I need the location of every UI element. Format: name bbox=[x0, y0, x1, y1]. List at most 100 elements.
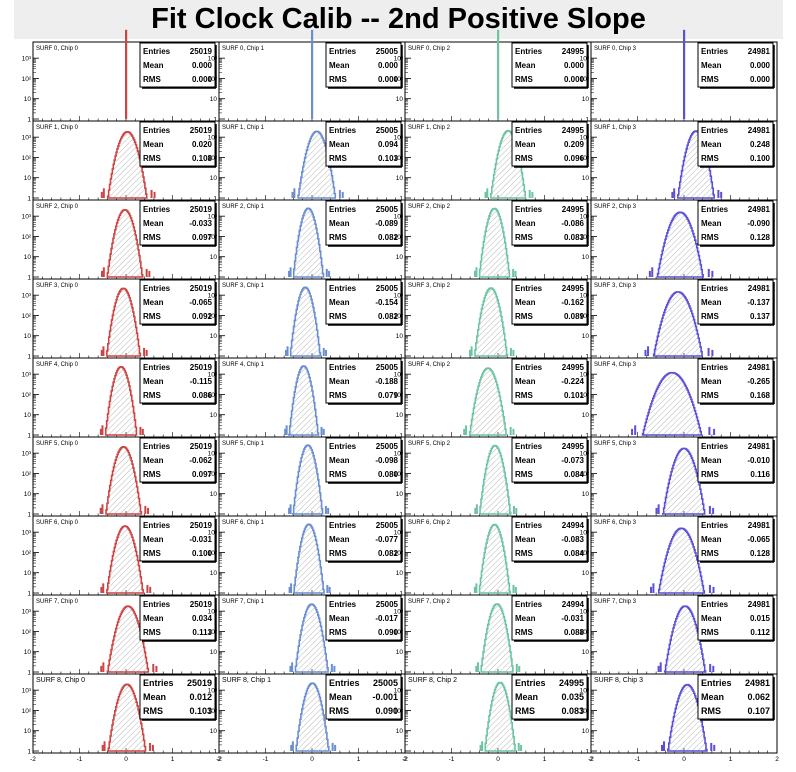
stats-box bbox=[325, 121, 402, 167]
panel-6-3: 1 10 10² 10³ SURF 6, Chip 3 Entries 24981 Mean -… bbox=[580, 515, 778, 598]
panel-label: SURF 4, Chip 3 bbox=[594, 362, 637, 368]
x-tick-label: 0 bbox=[682, 756, 686, 763]
stats-value: 0.113 bbox=[192, 628, 212, 637]
stats-value: 25019 bbox=[190, 521, 213, 530]
panel-8-2: 1 10 10² 10³ SURF 8, Chip 2 Entries 24995 Mean 0… bbox=[394, 673, 592, 756]
y-tick-label: 10 bbox=[210, 254, 218, 261]
stats-label: RMS bbox=[515, 470, 533, 479]
histogram-outlier bbox=[284, 428, 287, 435]
histogram-outlier bbox=[475, 504, 478, 514]
stats-value: -0.089 bbox=[375, 219, 398, 228]
histogram-outlier bbox=[334, 744, 337, 751]
stats-label: Entries bbox=[329, 126, 357, 135]
x-tick-label: -1 bbox=[635, 756, 641, 763]
stats-label: RMS bbox=[515, 75, 533, 84]
histogram-outlier bbox=[509, 426, 512, 435]
panel-6-0: 1 10 10² 10³ SURF 6, Chip 0 Entries 25019 Mean -… bbox=[22, 515, 220, 598]
panel-label: SURF 0, Chip 3 bbox=[594, 46, 637, 52]
y-tick-label: 10² bbox=[580, 550, 590, 557]
y-tick-label: 10² bbox=[208, 471, 218, 478]
stats-label: Entries bbox=[701, 126, 729, 135]
histogram-outlier bbox=[322, 428, 325, 435]
panel-label: SURF 7, Chip 1 bbox=[222, 599, 265, 605]
stats-box bbox=[697, 200, 774, 246]
stats-label: Entries bbox=[701, 363, 729, 372]
stats-label: Mean bbox=[329, 692, 352, 702]
stats-value: 0.000 bbox=[564, 75, 585, 84]
histogram-outlier bbox=[712, 665, 715, 672]
y-tick-label: 10² bbox=[580, 155, 590, 162]
y-tick-label: 10 bbox=[582, 175, 590, 182]
stats-label: Entries bbox=[701, 521, 729, 530]
histogram-outlier bbox=[531, 191, 534, 198]
y-tick-label: 1 bbox=[399, 670, 403, 677]
stats-label: RMS bbox=[329, 391, 347, 400]
y-tick-label: 10³ bbox=[208, 372, 218, 379]
stats-value: 0.020 bbox=[192, 140, 213, 149]
panel-label: SURF 7, Chip 0 bbox=[36, 599, 79, 605]
y-tick-label: 10³ bbox=[208, 135, 218, 142]
stats-box bbox=[325, 674, 402, 720]
stats-box bbox=[511, 279, 588, 325]
panel-label: SURF 6, Chip 1 bbox=[222, 520, 265, 526]
panel-label: SURF 1, Chip 0 bbox=[36, 125, 79, 131]
histogram-outlier bbox=[644, 349, 647, 356]
panel-label: SURF 5, Chip 3 bbox=[594, 441, 637, 447]
stats-value: 25019 bbox=[190, 284, 213, 293]
stats-value: 0.108 bbox=[192, 154, 213, 163]
stats-value: -0.031 bbox=[561, 614, 584, 623]
histogram-spike bbox=[311, 29, 314, 119]
stats-label: Entries bbox=[515, 126, 543, 135]
histogram-body bbox=[104, 365, 138, 436]
y-tick-label: 1 bbox=[213, 433, 217, 440]
stats-label: RMS bbox=[329, 470, 347, 479]
stats-label: RMS bbox=[515, 549, 533, 558]
stats-label: Mean bbox=[143, 140, 164, 149]
stats-value: 0.101 bbox=[564, 391, 585, 400]
y-tick-label: 10 bbox=[396, 96, 404, 103]
panel-label: SURF 6, Chip 2 bbox=[408, 520, 451, 526]
y-tick-label: 10 bbox=[396, 412, 404, 419]
histogram-body bbox=[292, 207, 325, 278]
histogram-spike bbox=[497, 29, 500, 119]
stats-value: 25005 bbox=[376, 521, 399, 530]
y-tick-label: 10² bbox=[22, 550, 32, 557]
histogram-outlier bbox=[515, 663, 518, 672]
y-tick-label: 10 bbox=[582, 412, 590, 419]
stats-value: -0.224 bbox=[561, 377, 584, 386]
stats-value: 0.100 bbox=[192, 549, 213, 558]
y-tick-label: 1 bbox=[585, 117, 589, 124]
y-tick-label: 10³ bbox=[208, 293, 218, 300]
y-tick-label: 10³ bbox=[22, 688, 32, 695]
panel-label: SURF 7, Chip 2 bbox=[408, 599, 451, 605]
stats-box bbox=[325, 595, 402, 641]
stats-value: -0.065 bbox=[747, 535, 770, 544]
x-tick-label: 2 bbox=[217, 756, 221, 763]
stats-value: 25019 bbox=[190, 126, 213, 135]
stats-box bbox=[511, 595, 588, 641]
y-tick-label: 10² bbox=[22, 234, 32, 241]
histogram-outlier bbox=[659, 662, 662, 672]
stats-value: 24995 bbox=[562, 126, 585, 135]
stats-label: Mean bbox=[515, 456, 536, 465]
stats-value: 0.089 bbox=[564, 312, 585, 321]
histogram-outlier bbox=[463, 428, 466, 435]
stats-label: RMS bbox=[515, 628, 533, 637]
stats-label: RMS bbox=[701, 391, 719, 400]
stats-value: 0.103 bbox=[378, 154, 399, 163]
histogram-outlier bbox=[153, 191, 156, 198]
stats-label: Mean bbox=[329, 298, 350, 307]
stats-value: 0.083 bbox=[564, 233, 585, 242]
stats-label: Entries bbox=[515, 678, 546, 688]
histogram-outlier bbox=[657, 665, 660, 672]
y-tick-label: 10³ bbox=[22, 609, 32, 616]
x-tick-label: 1 bbox=[543, 756, 547, 763]
stats-value: 0.084 bbox=[564, 549, 585, 558]
y-tick-label: 10³ bbox=[22, 372, 32, 379]
stats-value: 24981 bbox=[748, 205, 771, 214]
histogram-outlier bbox=[102, 267, 105, 277]
stats-label: Entries bbox=[515, 47, 543, 56]
stats-value: 0.000 bbox=[192, 61, 213, 70]
histogram-outlier bbox=[101, 425, 104, 435]
histogram-outlier bbox=[475, 583, 478, 593]
